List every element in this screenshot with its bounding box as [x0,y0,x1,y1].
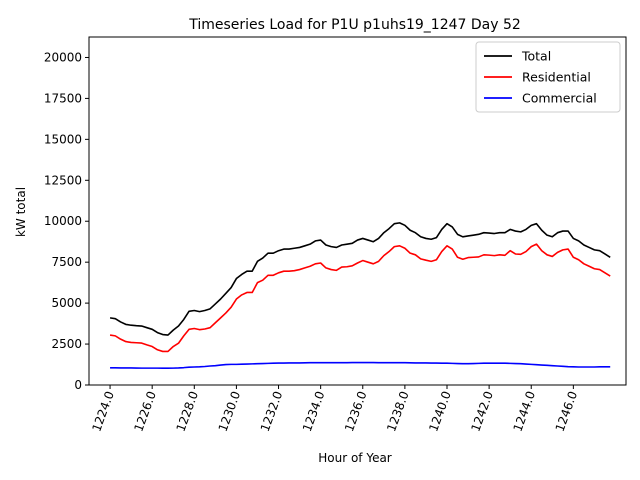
legend: Total Residential Commercial [475,41,621,113]
y-tick-label: 10000 [44,214,82,228]
legend-label-residential: Residential [522,70,591,85]
y-tick-label: 20000 [44,50,82,64]
y-axis-label: kW total [14,187,28,237]
y-tick-label: 17500 [44,91,82,105]
chart-title: Timeseries Load for P1U p1uhs19_1247 Day… [188,17,521,33]
y-tick-label: 0 [74,378,82,392]
y-tick-label: 2500 [51,337,82,351]
y-tick-label: 5000 [51,296,82,310]
legend-box [475,41,621,113]
y-tick-label: 12500 [44,173,82,187]
series-line-total [109,222,611,336]
series-layer [109,222,611,370]
series-line-commercial [110,361,611,370]
y-tick-label: 15000 [44,132,82,146]
axes-spines [88,36,627,386]
legend-label-total: Total [521,49,551,64]
series-line-residential [109,243,611,353]
legend-label-commercial: Commercial [522,91,597,106]
y-tick-label: 7500 [51,255,82,269]
x-axis-label: Hour of Year [318,451,392,465]
